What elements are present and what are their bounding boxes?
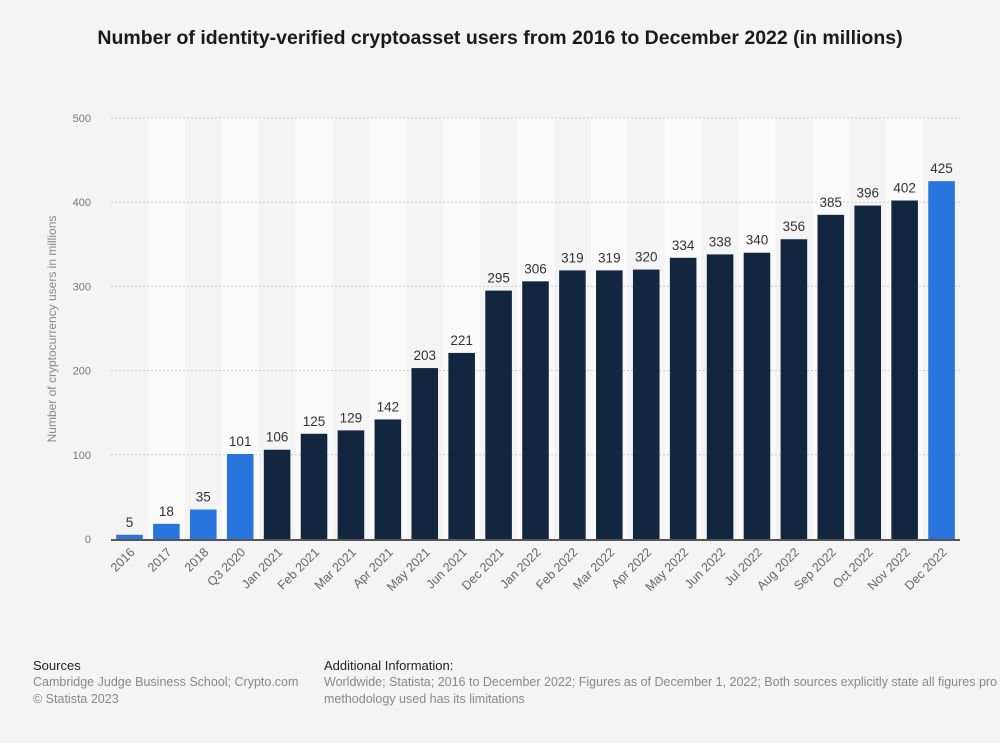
y-tick-label: 0 — [85, 534, 91, 546]
y-axis-label: Number of cryptocurrency users in millio… — [45, 216, 59, 443]
data-label: 35 — [196, 490, 211, 505]
bars — [116, 181, 955, 540]
bar — [669, 257, 697, 539]
background-band — [147, 118, 185, 539]
data-label: 106 — [266, 430, 289, 445]
bar — [522, 281, 549, 539]
data-label: 356 — [783, 219, 806, 234]
sources-heading[interactable]: Sources — [33, 658, 81, 673]
data-label: 5 — [126, 515, 134, 530]
data-label: 125 — [303, 414, 326, 429]
sources-block: Sources Cambridge Judge Business School;… — [33, 657, 298, 708]
bar — [189, 509, 217, 539]
data-label: 338 — [709, 234, 732, 249]
bar — [448, 352, 475, 539]
chart-title: Number of identity-verified cryptoasset … — [97, 27, 903, 49]
bar — [743, 252, 771, 539]
bar — [337, 430, 365, 539]
data-label: 334 — [672, 238, 695, 253]
data-label: 385 — [820, 195, 843, 210]
additional-info-text-2: methodology used has its limitations — [324, 692, 525, 706]
data-label: 18 — [159, 504, 174, 519]
bar — [263, 449, 291, 539]
data-label: 319 — [598, 250, 621, 265]
bar — [596, 270, 623, 539]
y-tick-label: 500 — [73, 113, 91, 125]
additional-info-block: Additional Information: Worldwide; Stati… — [324, 657, 997, 708]
bar — [632, 269, 660, 539]
bar — [854, 205, 882, 539]
data-label: 101 — [229, 434, 252, 449]
bar — [226, 453, 254, 539]
data-label: 319 — [561, 250, 584, 265]
bar — [485, 290, 512, 539]
sources-text: Cambridge Judge Business School; Crypto.… — [33, 675, 299, 689]
bar — [300, 433, 328, 539]
data-label: 129 — [340, 410, 363, 425]
bar — [817, 214, 845, 539]
y-tick-label: 100 — [73, 450, 91, 462]
y-tick-label: 300 — [73, 281, 91, 293]
data-labels: 5 18 35 101 106 125 129 142 203 221 295 306 319 319 32… — [126, 161, 953, 530]
bar — [116, 534, 143, 539]
y-tick-label: 200 — [73, 366, 91, 378]
x-tick-label: 2017 — [145, 545, 175, 575]
additional-info-heading[interactable]: Additional Information: — [324, 658, 454, 673]
data-label: 402 — [893, 181, 916, 196]
data-label: 142 — [377, 399, 400, 414]
bar — [706, 254, 734, 540]
data-label: 396 — [856, 186, 879, 201]
y-tick-label: 400 — [73, 197, 91, 209]
data-label: 203 — [413, 348, 436, 363]
y-axis-ticks: 0 100 200 300 400 500 — [73, 113, 91, 546]
x-tick-label: 2016 — [108, 545, 138, 575]
bar — [153, 523, 180, 539]
bar — [891, 200, 918, 540]
data-label: 320 — [635, 250, 658, 265]
bar-chart: 0 100 200 300 400 500 Number of cryptocurrenc… — [45, 113, 960, 594]
bar — [374, 419, 402, 539]
bar — [780, 239, 808, 540]
x-tick-label: 2018 — [182, 545, 212, 575]
x-tick-label: Jun 2022 — [682, 545, 728, 591]
data-label: 295 — [487, 271, 510, 286]
bar — [928, 181, 955, 539]
bar — [411, 368, 439, 539]
data-label: 425 — [930, 161, 953, 176]
data-label: 306 — [524, 261, 547, 276]
bar — [559, 270, 586, 539]
data-label: 340 — [746, 233, 769, 248]
copyright-text: © Statista 2023 — [33, 692, 119, 706]
additional-info-text: Worldwide; Statista; 2016 to December 20… — [324, 675, 998, 689]
data-label: 221 — [450, 333, 473, 348]
